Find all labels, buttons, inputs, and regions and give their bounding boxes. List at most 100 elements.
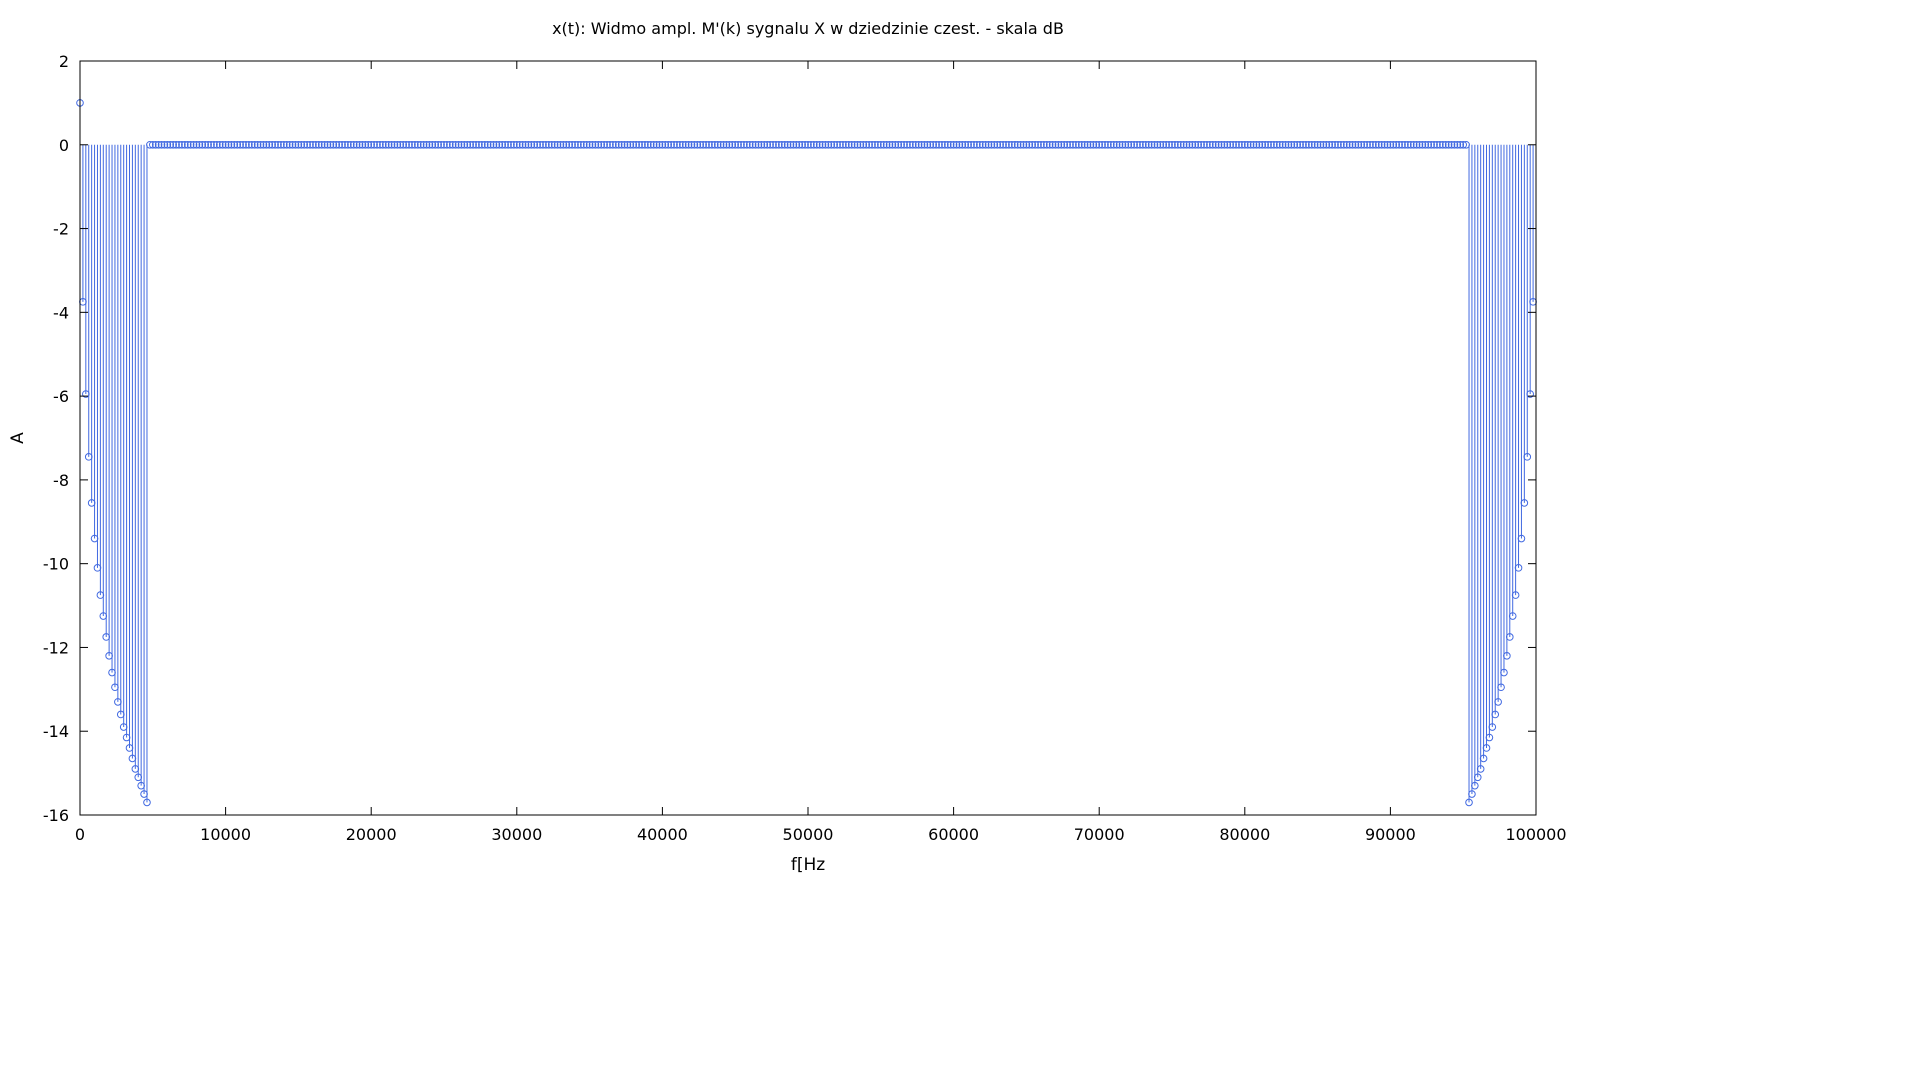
data-point: [1147, 140, 1156, 149]
data-point: [874, 140, 882, 149]
data-point: [265, 140, 274, 149]
data-point: [457, 140, 466, 149]
data-point: [635, 140, 643, 149]
data-point: [1459, 140, 1467, 149]
data-point: [390, 140, 399, 149]
data-point: [320, 140, 329, 149]
data-point: [513, 140, 521, 149]
data-point: [903, 140, 911, 149]
data-point: [620, 140, 629, 149]
data-point: [909, 140, 917, 149]
data-point: [1077, 140, 1086, 149]
data-point: [137, 781, 145, 790]
data-point: [836, 140, 844, 149]
data-point: [1182, 140, 1191, 149]
data-point: [844, 140, 853, 149]
data-point: [754, 140, 763, 149]
data-point: [1488, 723, 1497, 731]
data-point: [349, 140, 358, 149]
data-point: [172, 140, 180, 149]
data-point: [309, 140, 317, 149]
data-point: [702, 140, 710, 149]
data-point: [1325, 140, 1334, 149]
data-point: [1415, 140, 1424, 149]
data-point: [1235, 140, 1243, 149]
data-point: [1194, 140, 1203, 149]
data-point: [1307, 140, 1316, 149]
data-point: [154, 140, 163, 149]
data-point: [687, 140, 696, 149]
data-point: [865, 140, 873, 149]
data-point: [926, 140, 935, 149]
data-point: [376, 140, 384, 149]
data-point: [175, 140, 183, 149]
data-point: [693, 140, 702, 149]
data-point: [888, 140, 897, 149]
data-point: [961, 140, 970, 149]
data-point: [1514, 564, 1523, 572]
data-point: [384, 140, 393, 149]
data-point: [99, 612, 108, 620]
data-point: [1255, 140, 1264, 149]
data-point: [370, 140, 378, 149]
data-point: [204, 140, 212, 149]
data-point: [236, 140, 244, 149]
data-point: [673, 140, 681, 149]
data-point: [1278, 140, 1287, 149]
data-point: [1063, 140, 1071, 149]
data-point: [737, 140, 745, 149]
data-point: [1281, 140, 1290, 149]
data-point: [256, 140, 265, 149]
x-tick-label: 30000: [491, 825, 542, 844]
data-point: [1430, 140, 1438, 149]
data-point: [317, 140, 326, 149]
data-point: [233, 140, 242, 149]
data-point: [405, 140, 413, 149]
data-point: [1092, 140, 1101, 149]
data-point: [658, 140, 667, 149]
data-point: [676, 140, 684, 149]
data-point: [556, 140, 565, 149]
data-point: [1444, 140, 1453, 149]
data-point: [1045, 140, 1054, 149]
data-point: [195, 140, 204, 149]
plot-frame: [79, 60, 1537, 816]
data-point: [125, 744, 134, 752]
x-tick-label: 70000: [1074, 825, 1125, 844]
data-point: [1372, 140, 1380, 149]
data-point: [941, 140, 949, 149]
data-point: [1109, 140, 1118, 149]
data-point: [215, 140, 224, 149]
data-point: [559, 140, 568, 149]
data-point: [1404, 140, 1412, 149]
data-point: [734, 140, 742, 149]
data-point: [291, 140, 300, 149]
data-point: [821, 140, 830, 149]
data-point: [574, 140, 582, 149]
data-point: [626, 140, 635, 149]
data-point: [1421, 140, 1430, 149]
data-point: [1206, 140, 1214, 149]
data-point: [297, 140, 306, 149]
data-point: [122, 733, 131, 742]
data-point: [1229, 140, 1237, 149]
data-point: [1439, 140, 1447, 149]
data-point: [740, 140, 748, 149]
data-point: [728, 140, 737, 149]
data-point: [1342, 140, 1351, 149]
data-point: [1310, 140, 1319, 149]
data-point: [949, 140, 958, 149]
data-point: [478, 140, 486, 149]
data-point: [93, 564, 102, 572]
data-point: [358, 140, 367, 149]
data-point: [1386, 140, 1395, 149]
data-point: [314, 140, 323, 149]
data-point: [454, 140, 463, 149]
data-point: [967, 140, 975, 149]
data-point: [582, 140, 591, 149]
data-point: [259, 140, 268, 149]
data-point: [1485, 733, 1494, 742]
data-point: [108, 668, 116, 677]
data-point: [641, 140, 649, 149]
data-point: [911, 140, 920, 149]
